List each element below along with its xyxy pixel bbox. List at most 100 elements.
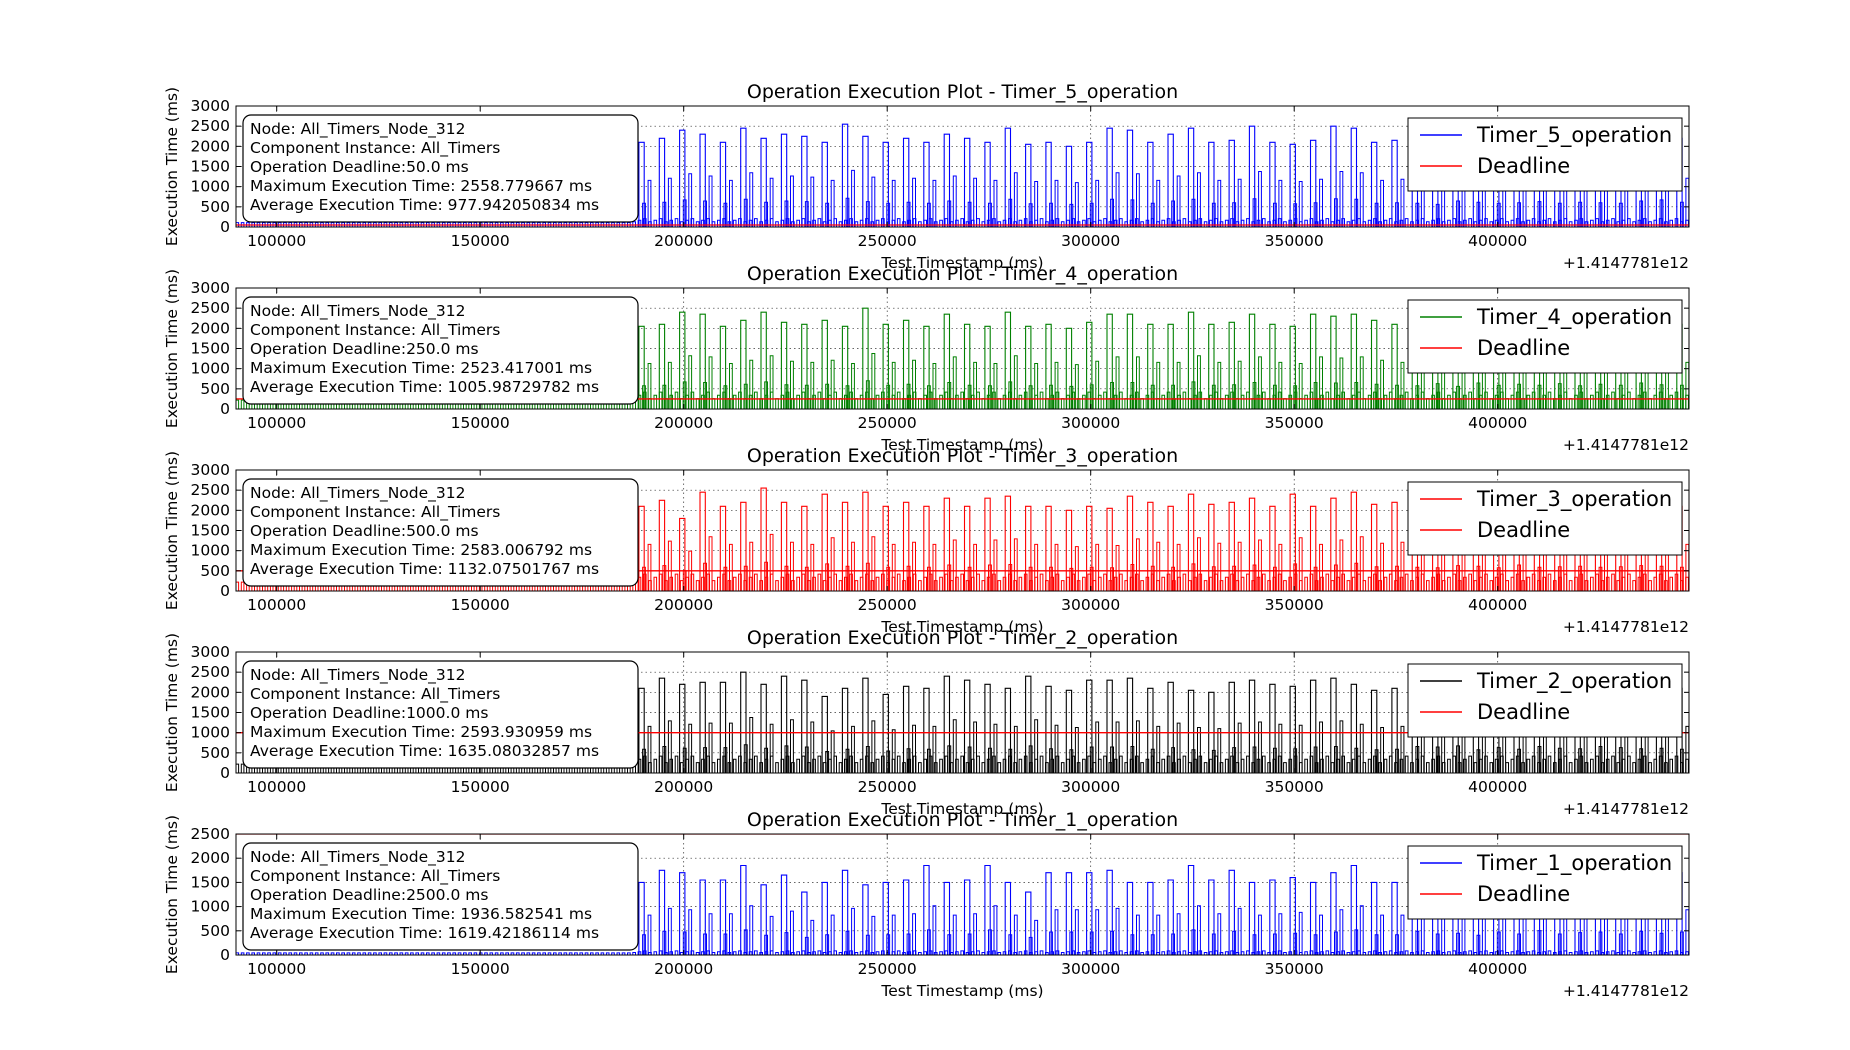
x-tick-label: 400000 (1468, 232, 1527, 250)
series-peak-37 (1370, 319, 1378, 409)
series-peak-19 (1004, 495, 1012, 591)
series-peak-4 (699, 133, 706, 227)
series-peak-25 (1126, 677, 1134, 773)
series-peak-9 (801, 323, 808, 409)
series-peak-30 (1228, 501, 1235, 591)
series-peak-38 (1391, 881, 1398, 955)
series-peak-5 (719, 325, 727, 409)
series-peak-38 (1391, 139, 1398, 227)
series-peak-32 (1269, 683, 1276, 773)
x-tick-label: 250000 (858, 414, 917, 432)
series-peak-25 (1126, 313, 1134, 409)
y-tick-label: 0 (220, 946, 230, 964)
series-peak-16 (943, 497, 951, 591)
x-tick-label: 250000 (858, 596, 917, 614)
x-tick-label: 150000 (451, 232, 510, 250)
series-peak-3 (679, 683, 686, 773)
info-line-2: Component Instance: All_Timers (250, 139, 500, 158)
series-peak-35 (1330, 677, 1337, 773)
y-tick-label: 2000 (191, 137, 230, 155)
series-peak-26 (1147, 323, 1154, 409)
series-peak-34 (1309, 313, 1317, 409)
series-peak-1 (638, 325, 645, 409)
legend-label: Deadline (1477, 518, 1570, 542)
x-tick-label: 150000 (451, 778, 510, 796)
y-axis-label: Execution Time (ms) (163, 87, 181, 246)
info-line-5: Average Execution Time: 1619.42186114 ms (250, 924, 599, 942)
y-axis-label: Execution Time (ms) (163, 815, 181, 974)
series-peak-32 (1269, 505, 1276, 591)
series-peak-35 (1330, 125, 1337, 227)
series-peak-12 (862, 884, 869, 955)
series-peak-11 (841, 501, 849, 591)
info-line-4: Maximum Execution Time: 2523.417001 ms (250, 359, 592, 377)
series-peak-19 (1004, 881, 1012, 955)
info-line-1: Node: All_Timers_Node_312 (250, 484, 466, 503)
series-peak-14 (902, 685, 910, 773)
series-peak-23 (1086, 141, 1093, 227)
subplot-title: Operation Execution Plot - Timer_4_opera… (747, 263, 1178, 285)
x-axis-label: Test Timestamp (ms) (880, 618, 1043, 636)
x-tick-label: 200000 (654, 960, 713, 978)
series-peak-15 (923, 141, 930, 227)
subplot-title: Operation Execution Plot - Timer_3_opera… (747, 445, 1178, 467)
series-peak-16 (943, 313, 951, 409)
series-peak-18 (984, 141, 991, 227)
legend: Timer_4_operation Deadline (1407, 299, 1683, 374)
series-peak-36 (1350, 313, 1358, 409)
info-line-1: Node: All_Timers_Node_312 (250, 302, 466, 321)
series-peak-30 (1228, 869, 1235, 955)
series-peak-17 (963, 505, 971, 591)
x-axis-label: Test Timestamp (ms) (880, 436, 1043, 454)
series-peak-38 (1391, 323, 1398, 409)
series-peak-11 (841, 325, 849, 409)
x-tick-label: 350000 (1265, 778, 1324, 796)
series-peak-20 (1025, 143, 1032, 227)
y-tick-label: 1500 (191, 873, 230, 891)
series-peak-12 (862, 135, 869, 227)
x-tick-label: 350000 (1265, 596, 1324, 614)
x-tick-label: 250000 (858, 232, 917, 250)
y-tick-label: 2500 (191, 481, 230, 499)
series-peak-20 (1025, 325, 1032, 409)
series-peak-32 (1269, 323, 1276, 409)
series-peak-33 (1289, 877, 1296, 955)
x-offset-label: +1.4147781e12 (1563, 982, 1689, 1000)
series-peak-10 (821, 319, 828, 409)
series-peak-1 (638, 141, 645, 227)
subplot-2: 100000 150000 200000 250000 300000 350000 4000… (163, 263, 1690, 454)
series-peak-11 (841, 687, 849, 773)
series-peak-18 (984, 325, 991, 409)
y-tick-label: 1500 (191, 522, 230, 540)
x-tick-label: 150000 (451, 414, 510, 432)
series-peak-2 (658, 869, 666, 955)
series-peak-13 (882, 323, 889, 409)
series-peak-27 (1167, 323, 1174, 409)
info-line-4: Maximum Execution Time: 2583.006792 ms (250, 541, 592, 559)
series-peak-14 (902, 137, 910, 227)
legend-label: Timer_4_operation (1476, 305, 1672, 330)
series-peak-2 (658, 499, 666, 591)
legend-label: Timer_3_operation (1476, 487, 1672, 512)
info-line-5: Average Execution Time: 1005.98729782 ms (250, 378, 599, 396)
legend-label: Deadline (1477, 882, 1570, 906)
x-tick-label: 100000 (247, 414, 306, 432)
x-axis-label: Test Timestamp (ms) (880, 800, 1043, 818)
series-peak-34 (1309, 881, 1317, 955)
series-peak-36 (1350, 864, 1358, 955)
y-tick-label: 1500 (191, 340, 230, 358)
series-peak-13 (882, 693, 889, 773)
series-peak-33 (1289, 143, 1296, 227)
series-peak-15 (923, 325, 930, 409)
info-line-4: Maximum Execution Time: 2558.779667 ms (250, 177, 592, 195)
y-tick-label: 1500 (191, 704, 230, 722)
series-peak-18 (984, 683, 991, 773)
info-line-1: Node: All_Timers_Node_312 (250, 666, 466, 685)
info-line-3: Operation Deadline:1000.0 ms (250, 704, 488, 722)
series-peak-1 (638, 881, 645, 955)
series-peak-18 (984, 864, 991, 955)
series-peak-23 (1086, 321, 1093, 409)
series-peak-37 (1370, 881, 1378, 955)
series-peak-5 (719, 879, 727, 955)
